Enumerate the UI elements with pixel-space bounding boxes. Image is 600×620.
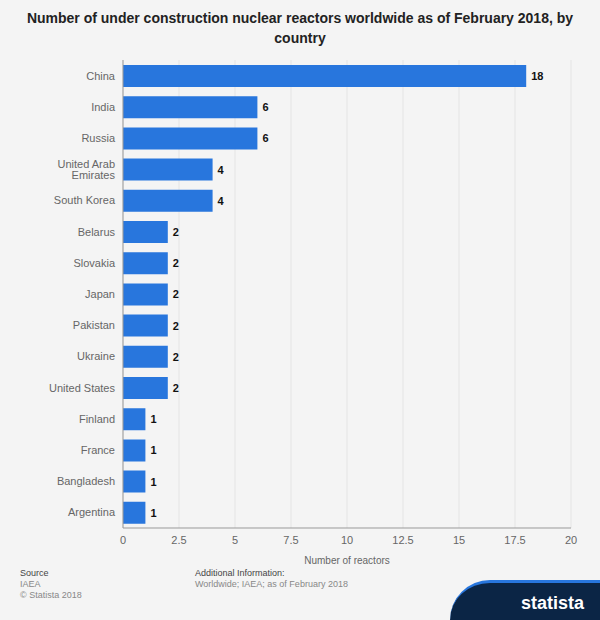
html-text:© Statista 2018: © Statista 2018	[20, 590, 82, 600]
svg-text:2: 2	[173, 382, 179, 394]
svg-text:Argentina: Argentina	[68, 506, 116, 518]
svg-text:20: 20	[565, 534, 577, 546]
svg-text:India: India	[91, 101, 116, 113]
html-text:statista: statista	[521, 593, 584, 613]
svg-text:United ArabEmirates: United ArabEmirates	[58, 158, 116, 181]
svg-text:1: 1	[150, 476, 156, 488]
svg-text:1: 1	[150, 444, 156, 456]
svg-text:2: 2	[173, 320, 179, 332]
svg-text:4: 4	[218, 195, 225, 207]
svg-text:South Korea: South Korea	[54, 194, 116, 206]
svg-text:Slovakia: Slovakia	[73, 257, 115, 269]
svg-text:Russia: Russia	[81, 132, 116, 144]
svg-text:Japan: Japan	[85, 288, 115, 300]
svg-text:10: 10	[341, 534, 353, 546]
svg-text:Ukraine: Ukraine	[77, 350, 115, 362]
svg-text:China: China	[86, 70, 116, 82]
svg-text:Bangladesh: Bangladesh	[57, 475, 115, 487]
svg-text:5: 5	[232, 534, 238, 546]
html-text:Source: Source	[20, 568, 49, 578]
svg-text:2: 2	[173, 226, 179, 238]
svg-text:Finland: Finland	[79, 413, 115, 425]
svg-text:2: 2	[173, 257, 179, 269]
html-text:IAEA: IAEA	[20, 579, 41, 589]
svg-text:12.5: 12.5	[392, 534, 413, 546]
svg-text:18: 18	[531, 70, 543, 82]
svg-text:15: 15	[453, 534, 465, 546]
html-text:Number of under construction n: Number of under construction nuclear rea…	[26, 10, 574, 46]
svg-text:2: 2	[173, 351, 179, 363]
svg-text:Number of reactors: Number of reactors	[304, 555, 390, 566]
svg-text:Pakistan: Pakistan	[73, 319, 115, 331]
svg-text:6: 6	[262, 132, 268, 144]
svg-text:United States: United States	[49, 382, 116, 394]
svg-text:17.5: 17.5	[504, 534, 525, 546]
svg-text:France: France	[81, 444, 115, 456]
svg-text:1: 1	[150, 413, 156, 425]
svg-text:7.5: 7.5	[283, 534, 298, 546]
svg-text:Belarus: Belarus	[78, 226, 116, 238]
html-text:Additional Information:: Additional Information:	[195, 568, 285, 578]
svg-text:2: 2	[173, 288, 179, 300]
html-text:Worldwide; IAEA; as of Februar: Worldwide; IAEA; as of February 2018	[195, 579, 348, 589]
svg-text:1: 1	[150, 507, 156, 519]
svg-text:6: 6	[262, 101, 268, 113]
svg-text:4: 4	[218, 164, 225, 176]
svg-text:2.5: 2.5	[171, 534, 186, 546]
svg-text:0: 0	[120, 534, 126, 546]
